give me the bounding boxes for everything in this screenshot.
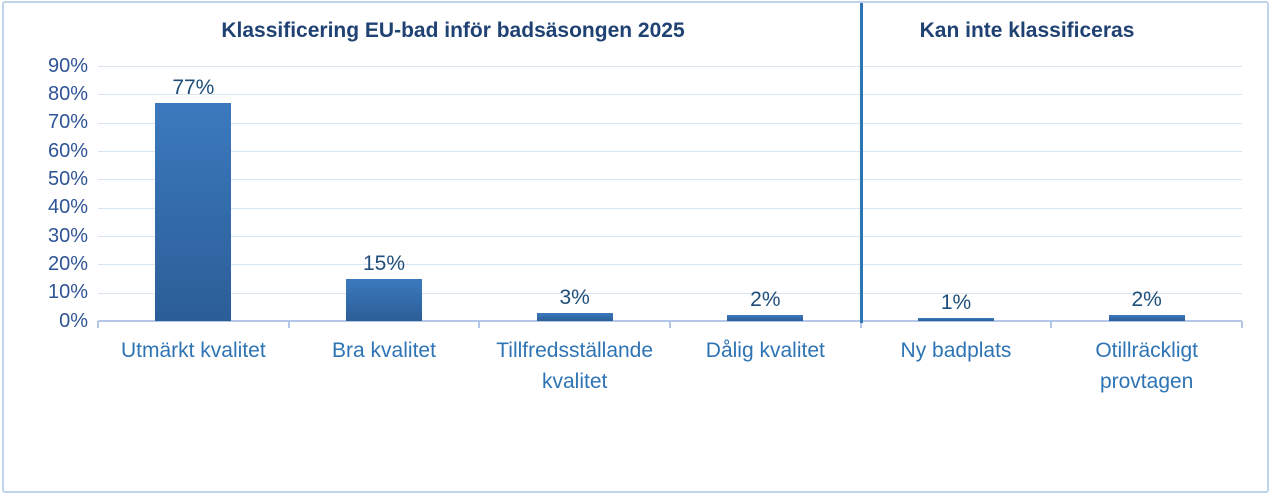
y-axis-tick-label: 70%	[47, 111, 88, 134]
gridline	[98, 94, 1242, 96]
y-axis-tick-label: 50%	[47, 167, 88, 190]
chart-title-left-section: Klassificering EU-bad inför badsäsongen …	[221, 19, 685, 42]
y-axis-tick-label: 0%	[59, 309, 88, 332]
bar	[346, 278, 422, 321]
chart-title-right-section: Kan inte klassificeras	[919, 19, 1135, 42]
bar	[536, 312, 613, 321]
bar-value-label: 15%	[362, 251, 406, 275]
category-label: Ny badplats	[900, 339, 1012, 362]
category-label: Bra kvalitet	[332, 339, 436, 362]
category-label: Dålig kvalitet	[705, 339, 825, 362]
bar	[918, 318, 994, 321]
category-label: Tillfredsställande kvalitet	[496, 339, 654, 393]
y-axis-tick-label: 40%	[47, 196, 88, 219]
gridline	[98, 264, 1242, 266]
x-axis-tick	[478, 321, 481, 328]
gridline	[98, 66, 1242, 67]
gridline	[98, 207, 1242, 209]
bar-value-label: 3%	[559, 285, 590, 309]
gridline	[98, 122, 1242, 124]
category-label: Utmärkt kvalitet	[120, 339, 266, 362]
y-axis-tick-label: 30%	[47, 224, 88, 247]
gridline	[98, 236, 1242, 237]
plot-area: 77% 15% 3% 2% 1% 2%	[97, 3, 1243, 328]
x-axis-tick	[1050, 321, 1053, 328]
x-axis-tick	[97, 321, 99, 328]
gridline	[98, 292, 1242, 294]
bar-value-label: 1%	[940, 291, 972, 315]
section-divider-line	[859, 3, 863, 323]
x-axis-tick	[287, 321, 290, 328]
y-axis-tick-label: 90%	[47, 54, 88, 77]
x-axis-tick	[669, 321, 671, 328]
y-axis-tick-label: 10%	[47, 281, 88, 304]
x-axis-tick	[859, 321, 862, 328]
bar-value-label: 77%	[172, 75, 215, 99]
bar	[727, 315, 804, 321]
gridline	[98, 179, 1242, 181]
bar-value-label: 2%	[750, 288, 781, 312]
y-axis-tick-label: 20%	[47, 252, 88, 275]
bar-value-label: 2%	[1131, 288, 1162, 312]
y-axis-tick-label: 60%	[47, 139, 88, 162]
x-axis-tick	[1241, 321, 1243, 328]
bar	[155, 102, 232, 321]
bar	[1108, 315, 1185, 321]
category-label: Otillräckligt provtagen	[1095, 339, 1198, 393]
y-axis-tick-label: 80%	[47, 82, 88, 105]
gridline	[98, 151, 1242, 152]
